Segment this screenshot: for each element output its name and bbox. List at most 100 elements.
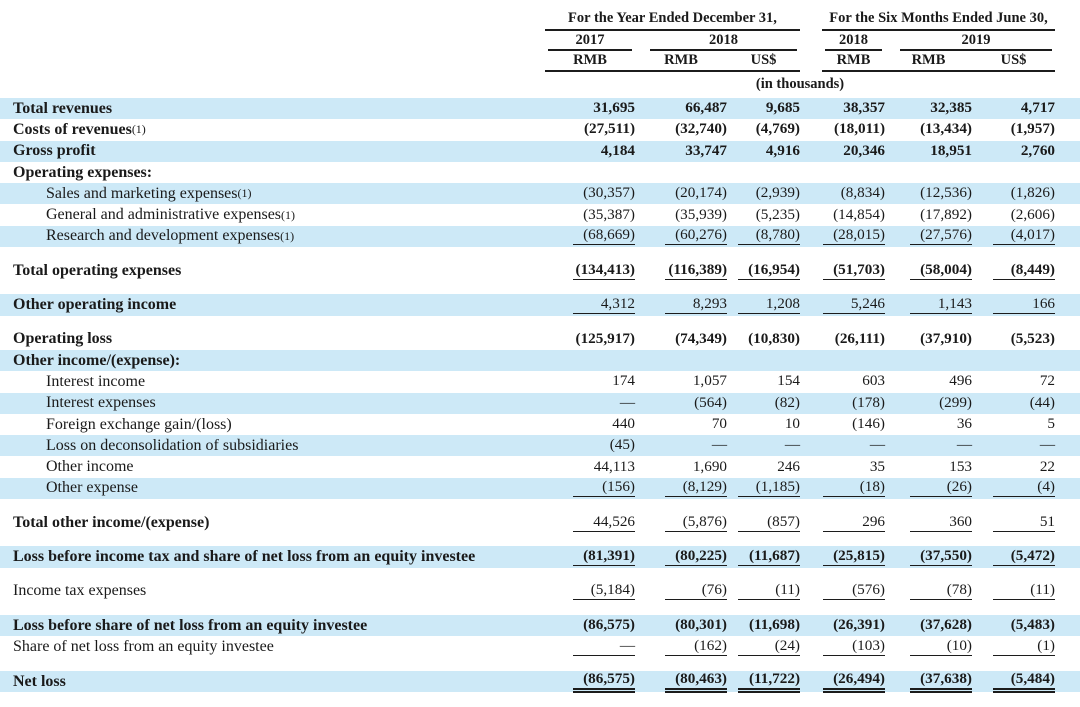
table-row: Interest income 174 1,057 154 603 496 72 (0, 371, 1080, 393)
unit-rmb: RMB (836, 52, 871, 68)
right-pad (1055, 393, 1080, 414)
value-cell-6m2018-rmb: (18,011) (833, 120, 885, 138)
value-cell-2018-usd: 154 (777, 372, 800, 390)
row-label-text: Income tax expenses (13, 582, 147, 600)
table-header: For the Year Ended December 31, For the … (0, 0, 1080, 94)
period-title-six-months: For the Six Months Ended June 30, (822, 9, 1055, 31)
value-cell-6m2019-rmb: (78) (885, 581, 972, 602)
value-cell-2018-rmb: (80,463) (635, 670, 727, 693)
row-label: Interest income (0, 371, 545, 392)
value-cell-2018-rmb: (564) (694, 393, 727, 411)
value-cell-6m2019-usd: (4,017) (972, 226, 1055, 247)
value-cell-2018-rmb: (60,276) (635, 226, 727, 247)
footnote-ref: (1) (281, 207, 296, 222)
group-gap (800, 636, 822, 657)
value-cell-2017-rmb: 4,184 (600, 141, 635, 159)
value-cell-6m2019-usd: (5,483) (1010, 616, 1055, 634)
table-row: Share of net loss from an equity investe… (0, 636, 1080, 658)
value-cell-2017-rmb: 44,113 (593, 457, 635, 475)
value-cell-6m2019-usd: 4,717 (1020, 99, 1055, 117)
value-cell-6m2019-rmb: (299) (939, 393, 972, 411)
right-pad (1055, 581, 1080, 602)
table-row: Research and development expenses (1) (68… (0, 225, 1080, 248)
value-cell-2018-usd: (11,687) (727, 546, 800, 567)
right-pad (1055, 636, 1080, 657)
row-label: Other operating income (0, 294, 545, 315)
value-cell-2017-rmb: 4,312 (545, 294, 635, 315)
row-label-text: Total other income/(expense) (13, 513, 210, 531)
value-cell-2017-rmb: (134,413) (545, 260, 635, 281)
value-cell-2018-usd: — (784, 436, 800, 454)
value-cell-2017-rmb: (68,669) (545, 226, 635, 247)
value-cell-6m2018-rmb: — (869, 436, 885, 454)
right-pad (1055, 329, 1080, 350)
year-header-6m-2019: 2019 (885, 32, 1055, 51)
value-cell-2018-rmb: 70 (711, 415, 727, 432)
value-cell-6m2019-rmb: 32,385 (930, 99, 972, 117)
value-cell-2018-usd (727, 350, 800, 371)
row-label: Research and development expenses (1) (0, 226, 545, 247)
row-label: Share of net loss from an equity investe… (0, 636, 545, 657)
table-row: General and administrative expenses (1) (… (0, 204, 1080, 226)
right-pad (1055, 162, 1080, 183)
value-cell-6m2018-rmb: 603 (862, 372, 885, 390)
row-label: Loss before income tax and share of net … (0, 546, 545, 567)
row-label: Operating loss (0, 329, 545, 350)
value-cell-2018-rmb: 8,293 (635, 294, 727, 315)
value-cell-6m2019-usd: (5,472) (972, 546, 1055, 567)
value-cell-2018-usd: (5,235) (755, 205, 800, 223)
right-pad (1055, 119, 1080, 140)
table-row: Total revenues 31,695 66,487 9,685 38,35… (0, 98, 1080, 120)
currency-units-row: RMB RMB US$ RMB RMB US$ (0, 51, 1080, 72)
value-cell-2018-usd: (16,954) (727, 260, 800, 281)
value-cell-6m2018-rmb: (103) (822, 636, 885, 657)
group-gap (800, 456, 822, 477)
value-cell-6m2019-rmb: 36 (956, 415, 972, 432)
unit-usd: US$ (750, 52, 777, 68)
table-row: Other income/(expense): (0, 349, 1080, 372)
value-cell-6m2019-usd (972, 162, 1055, 183)
row-label-text: Share of net loss from an equity investe… (13, 637, 274, 655)
year-header-2017: 2017 (545, 32, 635, 51)
table-row: Gross profit 4,184 33,747 4,916 20,346 1… (0, 140, 1080, 162)
row-label: Total operating expenses (0, 260, 545, 281)
value-cell-6m2018-rmb: (28,015) (822, 226, 885, 247)
value-cell-2018-usd: (1,185) (727, 478, 800, 499)
value-cell-2017-rmb: (156) (545, 478, 635, 499)
right-pad (1055, 98, 1080, 119)
right-pad (1055, 260, 1080, 281)
value-cell-6m2019-rmb: 1,143 (885, 294, 972, 315)
value-cell-2017-rmb: — (619, 393, 635, 411)
group-gap (800, 478, 822, 499)
row-label: Loss on deconsolidation of subsidiaries (0, 435, 545, 456)
value-cell-6m2019-rmb: (37,550) (885, 546, 972, 567)
value-cell-2018-rmb: (35,939) (675, 205, 727, 223)
row-label: Income tax expenses (0, 581, 545, 602)
value-cell-6m2018-rmb: (18) (822, 478, 885, 499)
value-cell-6m2019-rmb: (27,576) (885, 226, 972, 247)
right-pad (1055, 294, 1080, 315)
value-cell-6m2018-rmb: (26,111) (834, 329, 885, 347)
value-cell-2017-rmb: (5,184) (545, 581, 635, 602)
value-cell-6m2018-rmb: (146) (852, 415, 885, 432)
row-label: Other income (0, 456, 545, 477)
value-cell-2017-rmb: (27,511) (583, 120, 635, 138)
group-gap (800, 615, 822, 636)
value-cell-2017-rmb: (35,387) (583, 205, 635, 223)
year-headers-row: 2017 2018 2018 2019 (0, 31, 1080, 51)
footnote-ref: (1) (131, 122, 146, 137)
year-header-6m-2018: 2018 (822, 32, 885, 51)
year-header-2018: 2018 (635, 32, 800, 51)
row-label-text: Total revenues (13, 99, 113, 117)
row-label-text: Other operating income (13, 296, 177, 314)
value-cell-6m2018-rmb: (14,854) (833, 205, 885, 223)
value-cell-2018-usd (727, 162, 800, 183)
row-label: Total revenues (0, 98, 545, 119)
unit-rmb: RMB (664, 52, 698, 68)
right-pad (1055, 512, 1080, 533)
row-label-text: Foreign exchange gain/(loss) (46, 415, 232, 433)
value-cell-2017-rmb (545, 350, 635, 371)
right-pad (1055, 546, 1080, 567)
value-cell-6m2019-rmb (885, 350, 972, 371)
value-cell-2018-rmb: 33,747 (685, 141, 727, 159)
